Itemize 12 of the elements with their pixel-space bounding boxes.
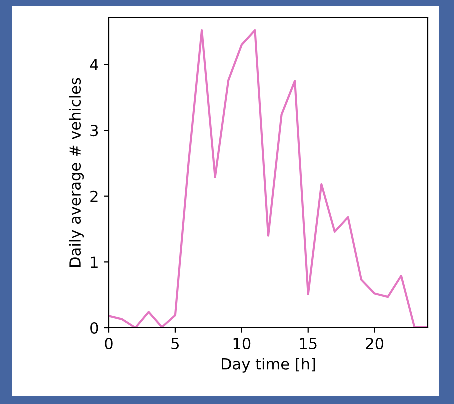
y-tick-label: 4 (90, 59, 98, 71)
y-axis-title: Daily average # vehicles (69, 78, 84, 267)
x-tick-label: 20 (366, 338, 384, 350)
x-tick-label: 5 (172, 338, 179, 350)
x-tick-label: 15 (300, 338, 317, 350)
y-tick-label: 1 (91, 256, 98, 268)
y-tick-label: 0 (90, 322, 98, 334)
y-tick-label: 3 (90, 125, 98, 137)
x-tick-label: 0 (105, 338, 113, 350)
x-axis-title: Day time [h] (222, 358, 316, 373)
y-tick-label: 2 (90, 190, 98, 202)
x-tick-label: 10 (234, 338, 251, 350)
